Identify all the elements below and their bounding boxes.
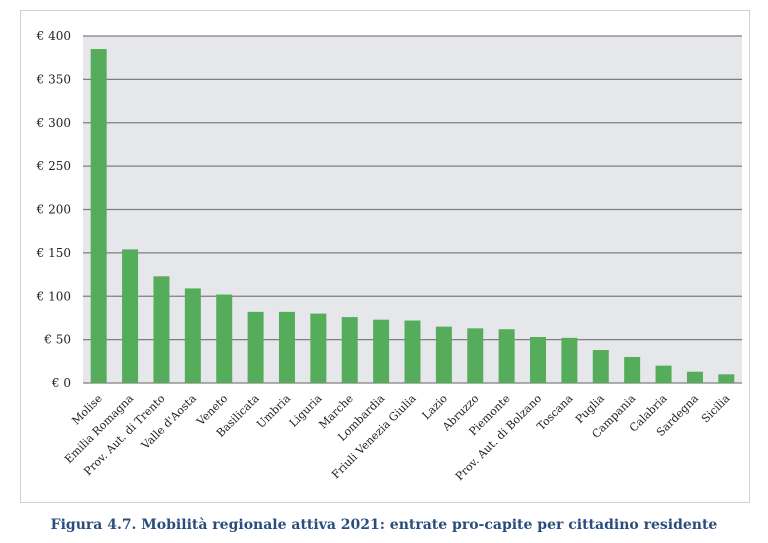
y-tick-label: € 300 [36, 116, 71, 130]
y-tick-label: € 0 [51, 376, 71, 390]
bar [90, 49, 107, 383]
bar [153, 276, 170, 383]
bar [686, 371, 703, 383]
x-tick-label: Valle d'Aosta [138, 392, 199, 453]
figure-caption: Figura 4.7. Mobilità regionale attiva 20… [50, 517, 718, 533]
figure-frame [20, 10, 750, 503]
bar [655, 365, 672, 383]
bar [310, 313, 327, 383]
bar [592, 350, 609, 383]
x-tick-label: Sicilia [699, 392, 733, 426]
bar-chart: € 0 € 50 € 100 € 150 € 200 € 250 € 300 € 350 € 4… [36, 29, 742, 483]
bar [435, 326, 452, 383]
y-tick-label: € 200 [36, 203, 71, 217]
y-tick-label: € 100 [36, 289, 71, 303]
y-tick-label: € 150 [36, 246, 71, 260]
bar [718, 374, 735, 383]
y-tick-label: € 250 [36, 159, 71, 173]
y-tick-label: € 50 [43, 333, 71, 347]
bar [624, 356, 641, 383]
bar [404, 320, 421, 383]
bar [278, 311, 295, 383]
bar [122, 249, 139, 383]
bar [247, 311, 264, 383]
bar [530, 337, 547, 383]
bar [467, 328, 484, 383]
bar [498, 329, 515, 383]
y-tick-label: € 350 [36, 72, 71, 86]
bar [184, 288, 201, 383]
x-tick-label: Umbria [254, 392, 293, 431]
y-tick-label: € 400 [36, 29, 71, 43]
bar [341, 317, 358, 383]
bar [561, 337, 578, 383]
bar [373, 319, 390, 383]
bar [216, 294, 233, 383]
